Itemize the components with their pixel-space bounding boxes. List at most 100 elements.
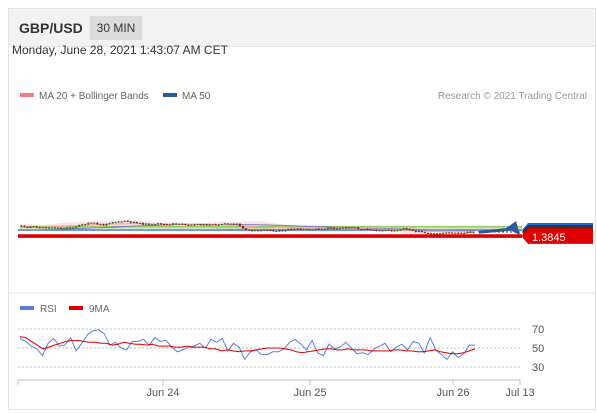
candle	[26, 226, 29, 228]
candle	[208, 223, 211, 227]
candle	[226, 223, 229, 225]
candle-body	[41, 227, 44, 229]
candle-body	[247, 229, 251, 231]
candle	[272, 229, 275, 232]
candle	[190, 224, 193, 226]
candle	[172, 222, 175, 226]
candle	[241, 225, 245, 229]
candle-body	[99, 224, 102, 226]
candle-body	[111, 222, 114, 224]
candle	[281, 229, 284, 232]
candle-body	[114, 222, 117, 224]
candle	[375, 229, 378, 232]
candle-body	[87, 223, 90, 225]
candle	[81, 223, 84, 226]
candle-body	[366, 228, 369, 230]
candle-body	[244, 228, 248, 230]
candle	[390, 229, 393, 232]
forecast-arrow-head	[506, 221, 520, 236]
candle	[426, 232, 430, 235]
candle	[384, 229, 387, 232]
candle-body	[326, 227, 329, 230]
rsi-ma-legend-label: 9MA	[89, 304, 110, 315]
candle-body	[190, 224, 193, 226]
level-labels: 1.39451.39301.39101.38911.38601.3845	[522, 221, 593, 244]
candle-body	[217, 224, 220, 226]
candle-body	[287, 229, 290, 231]
candle	[162, 223, 166, 226]
candle	[299, 228, 302, 231]
candle-body	[62, 228, 66, 230]
candle	[469, 231, 472, 234]
candle	[399, 229, 402, 231]
x-tick-label: Jun 24	[146, 387, 179, 399]
candle	[293, 228, 296, 231]
candle-body	[308, 229, 311, 231]
candle-body	[266, 229, 269, 231]
candle-body	[20, 225, 23, 227]
candle	[460, 232, 463, 234]
timeframe-button[interactable]: 30 MIN	[90, 16, 142, 40]
candle	[166, 223, 169, 226]
candle-body	[278, 230, 281, 232]
candle-body	[123, 220, 126, 222]
candle	[378, 230, 381, 232]
moving-averages	[19, 223, 476, 233]
ma20-legend-swatch	[20, 93, 34, 97]
candle	[357, 226, 360, 230]
candle-body	[211, 224, 214, 226]
candle-body	[420, 231, 424, 233]
candle-body	[129, 221, 132, 223]
candle-body	[360, 228, 363, 230]
candle-body	[35, 226, 38, 228]
candle-body	[435, 233, 439, 235]
candle	[96, 222, 99, 225]
candle-body	[341, 227, 345, 229]
candle-body	[117, 221, 120, 223]
candle	[184, 223, 187, 226]
candle-body	[387, 229, 390, 231]
candle	[266, 229, 269, 231]
candles	[20, 220, 475, 235]
candle	[23, 225, 26, 228]
candle-body	[332, 228, 336, 230]
candle	[348, 227, 351, 229]
candle-body	[369, 229, 372, 231]
candle-body	[272, 230, 275, 232]
candle	[445, 232, 448, 234]
candle-body	[338, 228, 342, 230]
forecast-arrow	[478, 221, 520, 236]
candle	[405, 227, 408, 230]
symbol-title: GBP/USD	[19, 20, 83, 36]
candle	[320, 228, 323, 231]
candle-body	[439, 233, 442, 235]
candle-body	[384, 229, 387, 231]
candle	[338, 227, 342, 230]
candle-body	[44, 227, 47, 229]
candle	[423, 231, 427, 234]
candle	[244, 228, 248, 231]
candle	[84, 223, 87, 226]
candle	[138, 222, 141, 224]
chart-header: GBP/USD 30 MIN	[9, 9, 595, 47]
candle-body	[357, 227, 360, 229]
rsi-tick-label: 30	[532, 362, 544, 374]
candle-body	[335, 228, 339, 230]
candle	[175, 223, 178, 225]
candle-body	[32, 226, 35, 228]
candle-body	[50, 227, 53, 229]
candle	[181, 223, 184, 225]
candle	[187, 224, 190, 226]
candle-body	[432, 233, 436, 235]
candle-body	[120, 221, 123, 223]
candle	[432, 232, 436, 235]
candle-body	[390, 230, 393, 232]
candle	[429, 232, 433, 235]
candle-body	[402, 228, 405, 230]
candle	[317, 228, 320, 231]
candle-body	[411, 229, 414, 231]
candle-body	[302, 229, 305, 231]
candle	[214, 223, 217, 226]
candle-body	[105, 223, 108, 226]
candle-body	[184, 223, 187, 225]
